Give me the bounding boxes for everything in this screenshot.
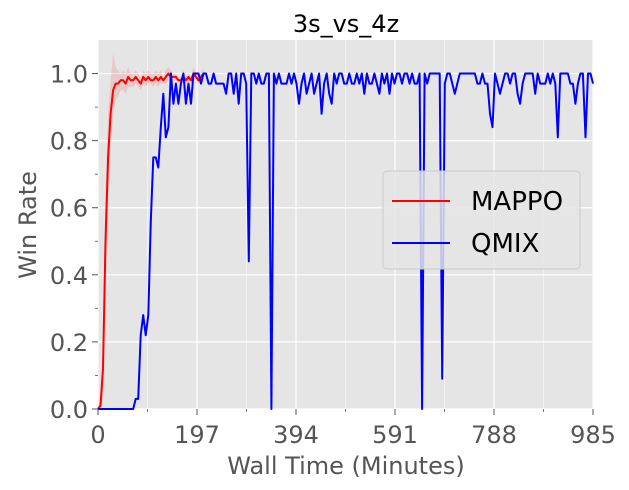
- legend: MAPPO QMIX: [382, 170, 581, 270]
- y-tick-label: 1.0: [50, 61, 88, 89]
- y-tick-label: 0.8: [50, 128, 88, 156]
- x-axis-ticks: 0 197 394 591 788 985: [90, 409, 616, 449]
- legend-label-qmix: QMIX: [471, 229, 539, 259]
- y-axis-ticks: 0.0 0.2 0.4 0.6 0.8 1.0: [50, 61, 98, 424]
- x-tick-label: 591: [372, 421, 418, 449]
- y-axis-label: Win Rate: [14, 171, 42, 279]
- y-tick-label: 0.4: [50, 262, 88, 290]
- chart-title: 3s_vs_4z: [293, 10, 399, 38]
- x-tick-label: 788: [471, 421, 517, 449]
- x-tick-label: 0: [90, 421, 105, 449]
- y-tick-label: 0.6: [50, 195, 88, 223]
- y-tick-label: 0.0: [50, 396, 88, 424]
- series-lines: [97, 72, 594, 410]
- line-mappo: [97, 72, 205, 410]
- line-qmix: [98, 72, 594, 410]
- legend-box: [382, 170, 581, 270]
- x-tick-label: 394: [273, 421, 319, 449]
- legend-label-mappo: MAPPO: [471, 187, 563, 217]
- x-axis-label: Wall Time (Minutes): [227, 452, 464, 480]
- y-tick-label: 0.2: [50, 329, 88, 357]
- x-tick-label: 197: [174, 421, 220, 449]
- x-tick-label: 985: [570, 421, 616, 449]
